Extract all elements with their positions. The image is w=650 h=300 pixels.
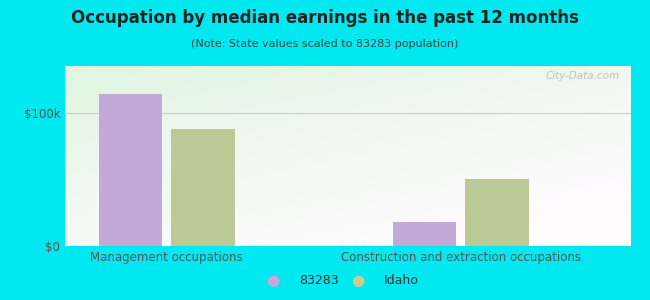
Bar — [172, 129, 235, 246]
Text: Idaho: Idaho — [384, 274, 419, 287]
Bar — [99, 94, 162, 246]
Text: Occupation by median earnings in the past 12 months: Occupation by median earnings in the pas… — [71, 9, 579, 27]
Text: ●: ● — [266, 273, 280, 288]
Bar — [393, 222, 456, 246]
Bar — [465, 179, 528, 246]
Text: (Note: State values scaled to 83283 population): (Note: State values scaled to 83283 popu… — [191, 39, 459, 49]
Text: ●: ● — [351, 273, 364, 288]
Text: 83283: 83283 — [299, 274, 339, 287]
Text: City-Data.com: City-Data.com — [545, 71, 619, 81]
